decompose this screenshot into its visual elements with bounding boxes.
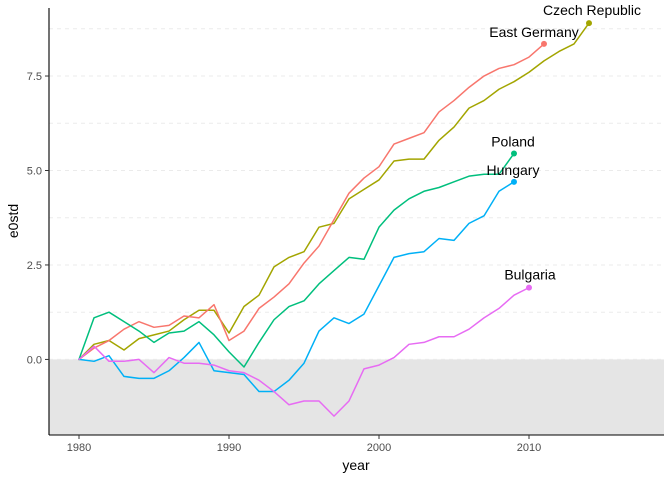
series-line-hungary [78, 181, 515, 393]
y-axis-title: e0std [5, 204, 21, 238]
y-tick-label: 7.5 [27, 71, 42, 83]
series-endpoint-east-germany [541, 40, 547, 47]
series-label-east-germany: East Germany [489, 24, 578, 40]
series-endpoint-czech-republic [586, 20, 592, 27]
x-tick-label: 2000 [367, 442, 391, 454]
series-label-hungary: Hungary [487, 162, 540, 178]
series-label-bulgaria: Bulgaria [504, 267, 556, 283]
series-line-poland [78, 152, 515, 368]
x-tick-label: 2010 [517, 442, 541, 454]
axes: 1980 1990 2000 2010 0.0 2.5 5.0 7.5 [27, 8, 664, 454]
x-tick-label: 1990 [217, 442, 241, 454]
series-lines [78, 20, 592, 417]
series-line-east-germany [78, 43, 545, 361]
series-endpoint-poland [511, 150, 517, 157]
series-line-czech-republic [78, 22, 590, 361]
series-labels: Czech Republic East Germany Poland Hungary B… [487, 2, 641, 283]
x-axis-title: year [342, 457, 370, 473]
y-tick-label: 0.0 [27, 354, 42, 366]
shaded-region [49, 359, 664, 435]
negative-region-shading [49, 359, 664, 435]
series-line-bulgaria [78, 286, 530, 417]
series-label-poland: Poland [491, 133, 535, 149]
gridlines [49, 28, 664, 360]
y-tick-label: 2.5 [27, 260, 42, 272]
series-endpoint-bulgaria [526, 284, 532, 291]
y-tick-label: 5.0 [27, 165, 42, 177]
series-endpoint-hungary [511, 178, 517, 185]
series-label-czech-republic: Czech Republic [543, 2, 641, 18]
x-tick-label: 1980 [67, 442, 91, 454]
